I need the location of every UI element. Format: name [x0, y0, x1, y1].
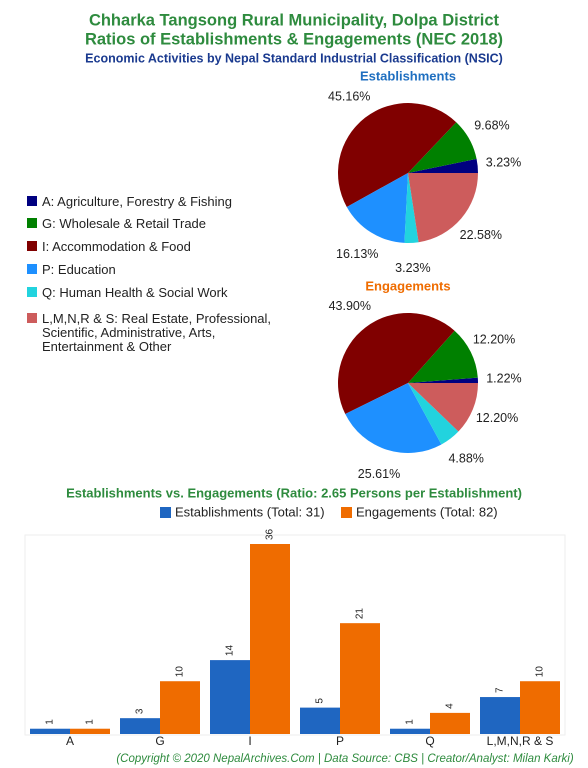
title: Chharka Tangsong Rural Municipality, Dol… — [89, 11, 500, 29]
bar — [520, 681, 560, 734]
bar-value-label: 1 — [405, 719, 416, 725]
legend-label: I: Accommodation & Food — [42, 239, 191, 254]
bar — [120, 718, 160, 734]
pie-value-label: 1.22% — [486, 372, 521, 386]
bar-value-label: 10 — [535, 666, 546, 678]
legend-label: L,M,N,R & S: Real Estate, Professional, … — [42, 311, 272, 354]
pie-value-label: 9.68% — [474, 119, 509, 133]
legend-swatch — [27, 264, 37, 274]
bar-value-label: 10 — [175, 666, 186, 678]
bar — [300, 707, 340, 734]
pie-title: Establishments — [360, 68, 456, 83]
bar-value-label: 21 — [355, 608, 366, 620]
legend-label: G: Wholesale & Retail Trade — [42, 216, 207, 231]
x-tick-label: G — [155, 734, 164, 748]
x-tick-label: P — [336, 734, 344, 748]
legend-swatch — [27, 241, 37, 251]
pie-title: Engagements — [365, 278, 450, 293]
footer: (Copyright © 2020 NepalArchives.Com | Da… — [116, 753, 574, 765]
bar — [430, 712, 470, 734]
pie-slice — [408, 122, 477, 173]
legend-swatch — [27, 313, 37, 323]
legend-swatch — [341, 507, 352, 518]
pie-slice — [408, 173, 478, 243]
bar-title: Establishments vs. Engagements (Ratio: 2… — [66, 485, 522, 500]
pie-slice — [338, 103, 457, 207]
plot-frame — [24, 534, 566, 736]
bar-value-label: 5 — [315, 698, 326, 704]
pie-value-label: 45.16% — [328, 89, 370, 103]
legend-label: P: Education — [42, 262, 116, 277]
pie-slice — [408, 377, 479, 383]
pie-value-label: 3.23% — [395, 261, 430, 275]
legend-swatch — [27, 218, 37, 228]
bar — [250, 544, 290, 734]
bar — [340, 623, 380, 734]
bar-value-label: 14 — [225, 645, 236, 657]
pie-value-label: 25.61% — [358, 467, 400, 481]
bar — [160, 681, 200, 734]
legend-label: Q: Human Health & Social Work — [42, 285, 228, 300]
bar — [30, 728, 70, 734]
pie-slice — [408, 383, 478, 432]
x-tick-label: I — [248, 734, 251, 748]
bar-value-label: 3 — [135, 708, 146, 714]
legend-swatch — [27, 287, 37, 297]
pie-value-label: 43.90% — [329, 299, 371, 313]
title: Ratios of Establishments & Engagements (… — [85, 30, 503, 48]
pie-slice — [345, 383, 442, 453]
pie-value-label: 16.13% — [336, 247, 378, 261]
pie-slice — [346, 173, 408, 243]
pie-slice — [408, 330, 478, 383]
pie-value-label: 4.88% — [448, 452, 483, 466]
legend-label: A: Agriculture, Forestry & Fishing — [42, 194, 233, 209]
bar — [70, 728, 110, 734]
pie-slice — [404, 173, 419, 243]
x-tick-label: L,M,N,R & S — [487, 734, 554, 748]
pie-value-label: 12.20% — [476, 411, 518, 425]
pie-value-label: 3.23% — [486, 156, 521, 170]
pie-value-label: 22.58% — [460, 228, 502, 242]
pie-slice — [408, 383, 459, 445]
legend-label: Engagements (Total: 82) — [356, 504, 498, 519]
pie-slice — [338, 313, 455, 415]
pie-value-label: 12.20% — [473, 333, 515, 347]
bar-value-label: 1 — [85, 719, 96, 725]
bar — [480, 697, 520, 734]
x-tick-label: Q — [425, 734, 434, 748]
legend-label: Establishments (Total: 31) — [175, 504, 325, 519]
bar-value-label: 7 — [495, 687, 506, 693]
legend-swatch — [160, 507, 171, 518]
x-tick-label: A — [66, 734, 74, 748]
bar-value-label: 36 — [265, 528, 276, 540]
bar — [390, 728, 430, 734]
bar — [210, 660, 250, 734]
pie-slice — [408, 158, 478, 173]
bar-value-label: 1 — [45, 719, 56, 725]
subtitle: Economic Activities by Nepal Standard In… — [85, 51, 503, 65]
legend-swatch — [27, 196, 37, 206]
bar-value-label: 4 — [445, 703, 456, 709]
